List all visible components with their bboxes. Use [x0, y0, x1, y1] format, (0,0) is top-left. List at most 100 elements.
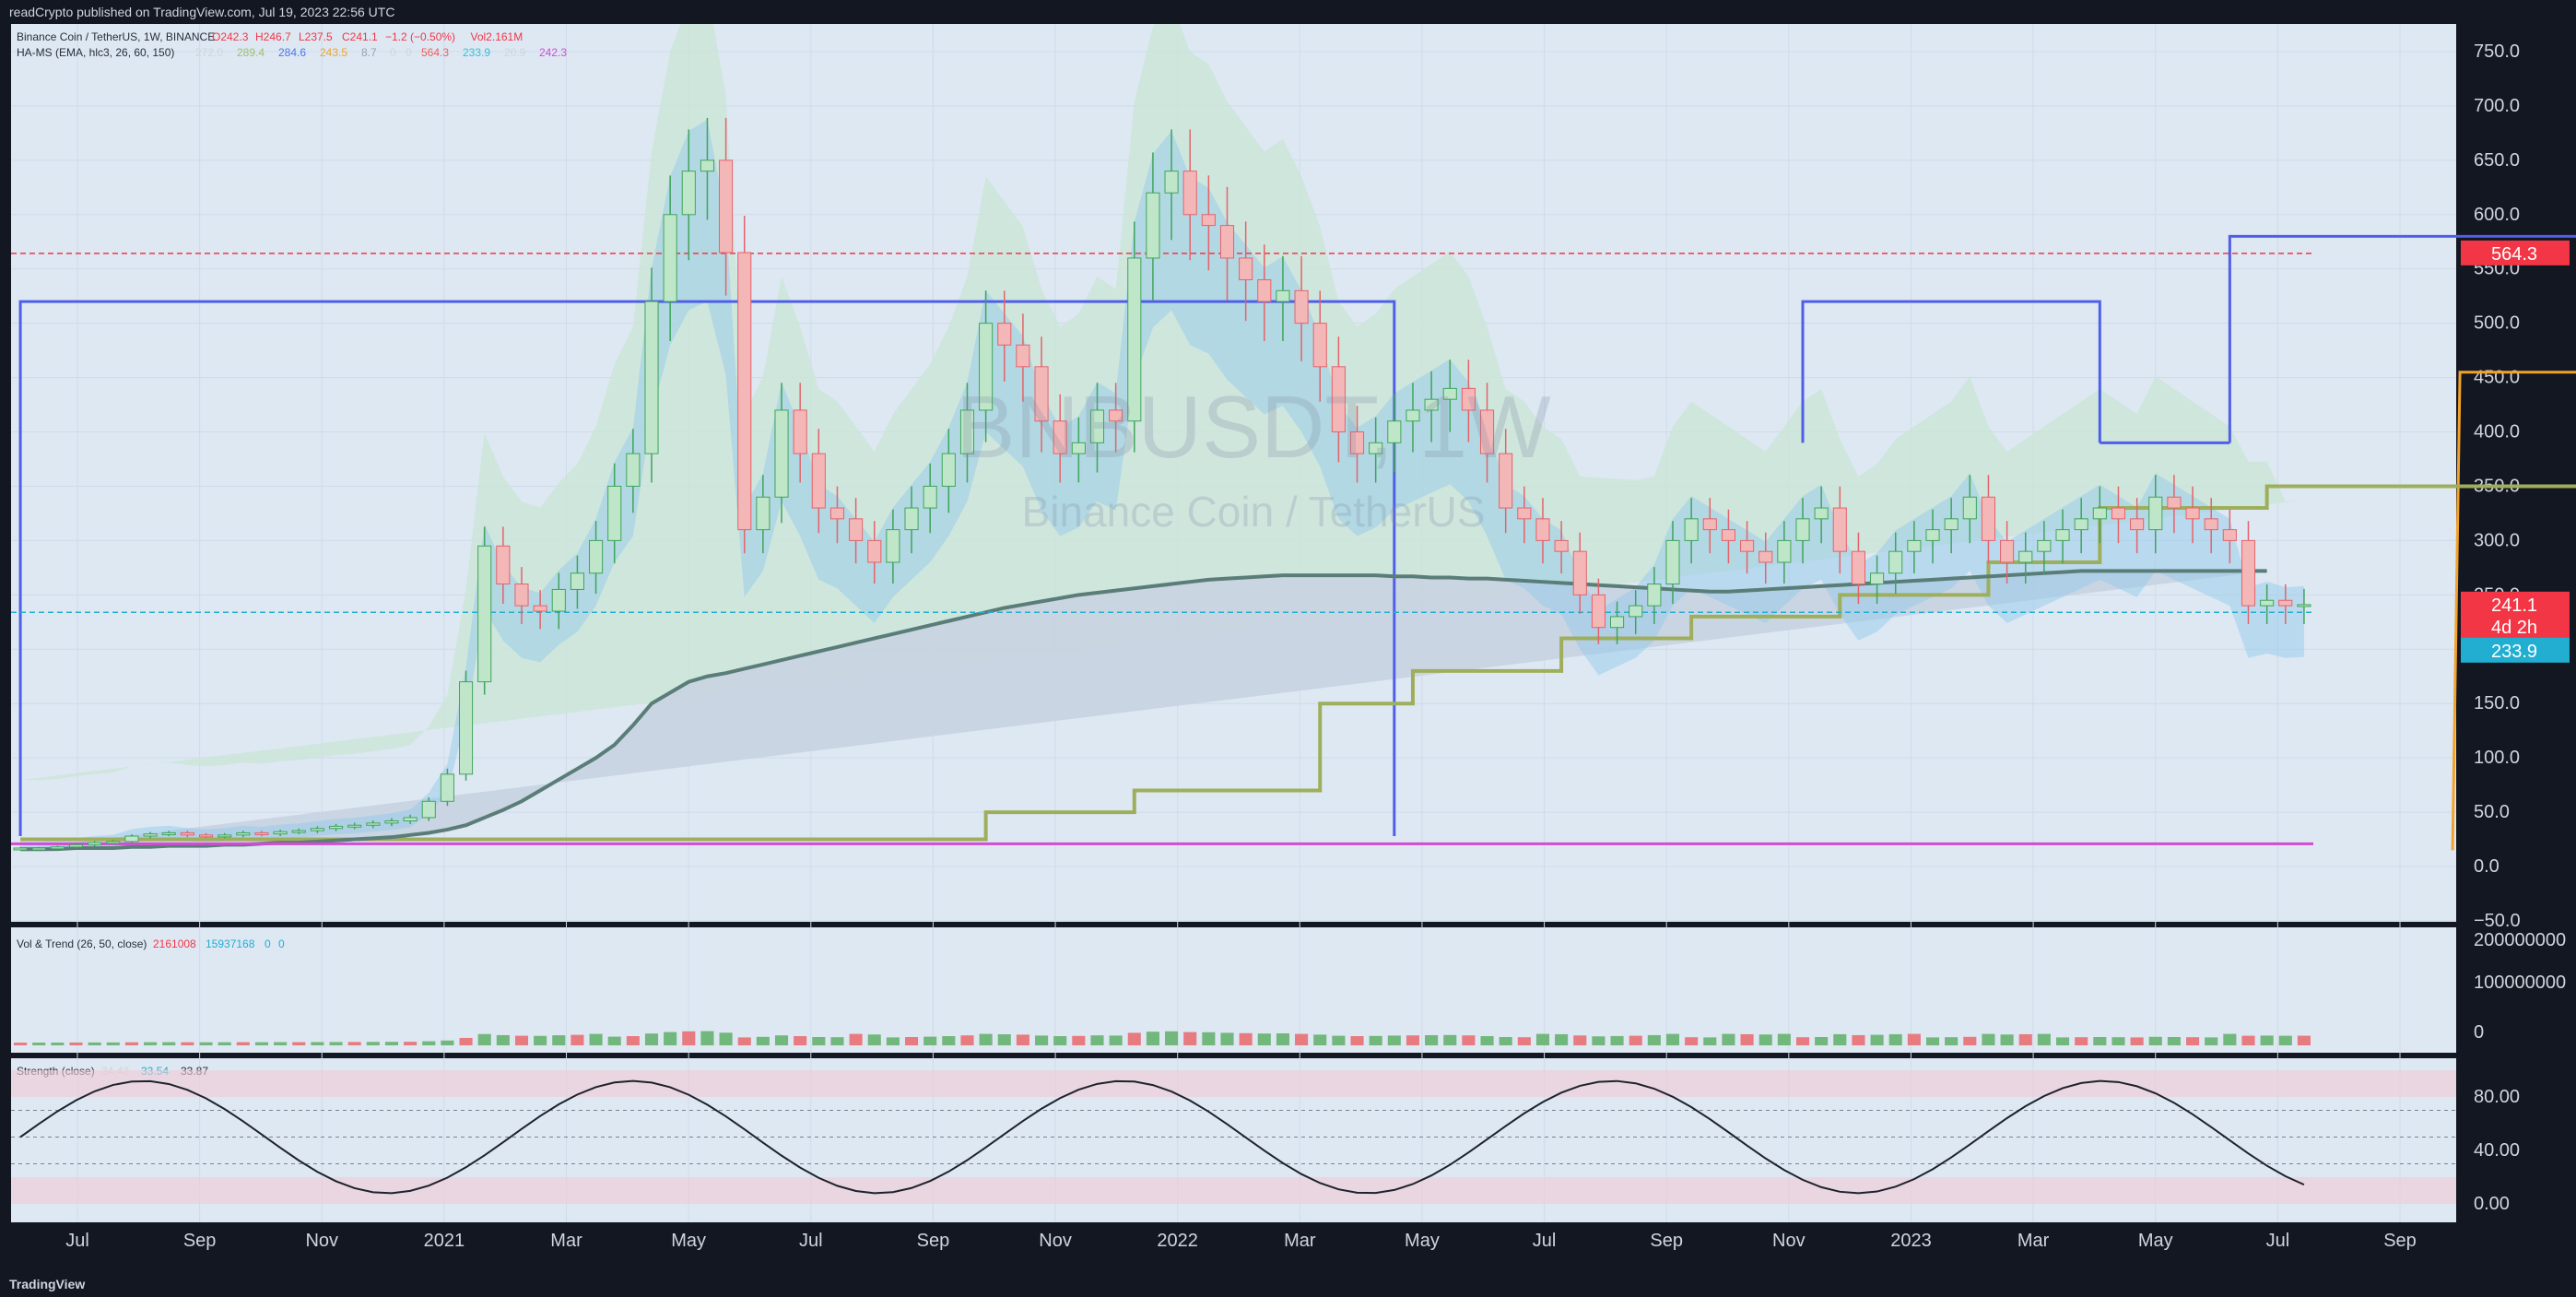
candle-body	[1702, 518, 1717, 531]
x-tick-label: Mar	[550, 1231, 582, 1251]
candle-body	[88, 842, 102, 845]
volume-bar	[1016, 1034, 1029, 1045]
volume-bar	[812, 1037, 826, 1045]
x-tick-label: Jul	[1533, 1231, 1557, 1251]
candle-body	[236, 831, 251, 836]
volume-bar	[1295, 1033, 1309, 1045]
volume-bar	[849, 1033, 863, 1045]
candle-body	[1331, 366, 1346, 433]
strength-tick-label: 0.00	[2474, 1194, 2510, 1214]
volume-bar	[1183, 1032, 1197, 1045]
candle-body	[1499, 453, 1513, 509]
price-chart[interactable]: 750.0700.0650.0600.0550.0500.0450.0400.0…	[0, 24, 2576, 1272]
volume-bar	[1425, 1035, 1439, 1045]
price-badge	[2461, 591, 2570, 617]
candle-body	[1925, 529, 1940, 541]
volume-bar	[794, 1036, 807, 1045]
price-badge-label: 233.9	[2491, 642, 2537, 662]
candle-body	[1870, 572, 1885, 585]
x-tick-label: Sep	[183, 1231, 217, 1251]
volume-bar	[347, 1042, 361, 1045]
tradingview-logo[interactable]: TradingView	[9, 1277, 86, 1291]
price-badge	[2461, 637, 2570, 663]
volume-bar	[1313, 1034, 1327, 1045]
candle-body	[1146, 192, 1160, 259]
candle-body	[1257, 279, 1272, 302]
volume-bar	[1480, 1036, 1494, 1045]
volume-bar	[1610, 1035, 1624, 1045]
volume-bar	[1332, 1035, 1346, 1045]
price-badge-label: 564.3	[2491, 244, 2537, 265]
volume-bar	[2000, 1034, 2014, 1045]
watermark-ticker: BNBUSDT, 1W	[956, 378, 1551, 477]
volume-bar	[384, 1042, 399, 1045]
legend-indicator-value: 564.3	[421, 46, 449, 59]
volume-bar	[69, 1042, 83, 1045]
volume-bar	[682, 1031, 696, 1045]
volume-bar	[1685, 1037, 1699, 1045]
price-badge	[2461, 240, 2570, 265]
candle-body	[644, 301, 659, 454]
candle-body	[31, 847, 46, 851]
y-tick-label: 150.0	[2474, 693, 2520, 713]
candle-body	[737, 252, 752, 531]
legend-indicator: HA-MS (EMA, hlc3, 26, 60, 150)	[17, 46, 174, 59]
strength-overbought-zone	[11, 1070, 2456, 1097]
candle-body	[1795, 518, 1810, 541]
x-tick-label: Mar	[2017, 1231, 2050, 1251]
lower-cloud	[20, 571, 2267, 850]
volume-bar	[570, 1034, 584, 1045]
volume-bar	[329, 1042, 343, 1045]
strength-oversold-zone	[11, 1177, 2456, 1204]
price-badge-label: 241.1	[2491, 595, 2537, 616]
volume-bar	[1499, 1037, 1512, 1045]
volume-bar	[459, 1037, 473, 1045]
volume-bar	[1406, 1035, 1420, 1045]
volume-label: Vol & Trend (26, 50, close)	[17, 937, 147, 950]
candle-body	[1479, 409, 1495, 454]
candle-body	[403, 817, 418, 821]
volume-bar	[1982, 1033, 1995, 1045]
candle-body	[607, 485, 622, 541]
candle-body	[1312, 323, 1327, 368]
volume-bar	[2130, 1037, 2144, 1045]
candle-body	[291, 830, 306, 833]
candle-body	[997, 323, 1012, 346]
legend-indicator-value: 242.3	[539, 46, 567, 59]
candle-body	[979, 323, 994, 411]
volume-bar	[1945, 1037, 1958, 1045]
x-tick-label: Jul	[65, 1231, 89, 1251]
volume-value: 0	[265, 937, 271, 950]
blue-range-line	[2228, 234, 2576, 443]
ema-150-line	[20, 569, 2267, 852]
legend-indicator-value: 0	[406, 46, 412, 59]
candle-body	[570, 572, 584, 590]
candle-body	[886, 529, 900, 563]
candle-body	[923, 485, 937, 509]
candle-body	[2148, 496, 2163, 531]
candle-body	[1517, 507, 1532, 520]
candle-body	[1109, 409, 1123, 422]
volume-bar	[2241, 1035, 2255, 1045]
volume-bar	[904, 1037, 919, 1045]
legend-indicator-value: 272.0	[195, 46, 223, 59]
volume-bar	[1665, 1033, 1680, 1045]
volume-bar	[2260, 1035, 2274, 1045]
candle-body	[1201, 214, 1216, 227]
price-badge	[2461, 613, 2570, 639]
candle-body	[1182, 171, 1197, 216]
volume-bar	[2111, 1037, 2125, 1045]
volume-bar	[1035, 1035, 1049, 1045]
legend-indicator-value: 233.9	[463, 46, 490, 59]
volume-bar	[1350, 1036, 1364, 1045]
candle-body	[1814, 507, 1829, 520]
candle-body	[143, 833, 158, 837]
candle-body	[218, 834, 232, 838]
legend-indicator-value: 243.5	[320, 46, 347, 59]
candle-body	[2167, 496, 2182, 509]
volume-bar	[1777, 1033, 1791, 1045]
watermark-name: Binance Coin / TetherUS	[1022, 488, 1486, 536]
volume-bar	[1722, 1033, 1735, 1045]
y-tick-label: 100.0	[2474, 748, 2520, 768]
candle-body	[551, 588, 566, 612]
